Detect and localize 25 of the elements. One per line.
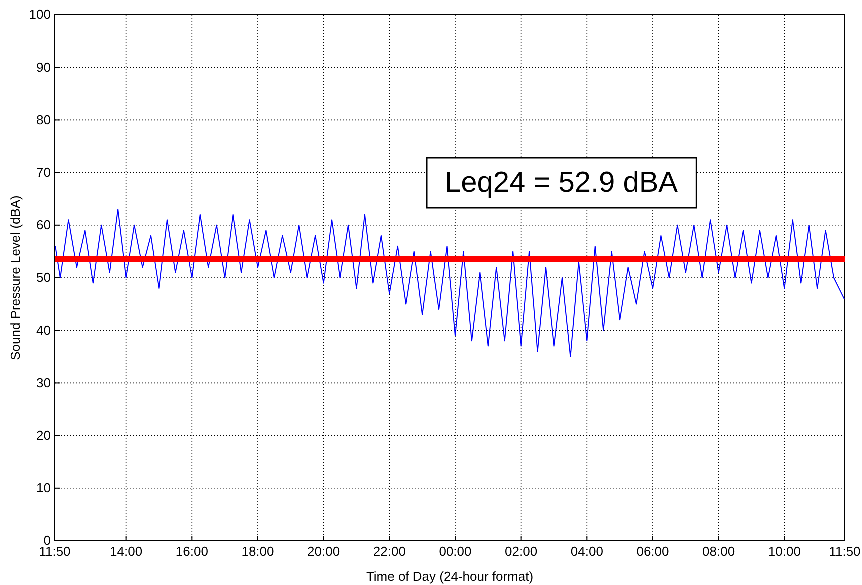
x-tick-label: 02:00 [505, 544, 538, 560]
annotation: Leq24 = 52.9 dBA [445, 167, 679, 199]
y-tick-label: 80 [36, 112, 51, 128]
y-tick-label: 10 [36, 480, 51, 496]
x-tick-label: 06:00 [636, 544, 670, 560]
y-tick-label: 40 [36, 322, 51, 338]
y-tick-label: 30 [36, 375, 51, 390]
y-tick-label: 100 [29, 7, 51, 22]
y-tick-label: 70 [36, 164, 51, 180]
x-tick-label: 10:00 [768, 544, 801, 560]
x-axis-title: Time of Day (24-hour format) [366, 569, 534, 584]
y-tick-label: 90 [36, 60, 51, 75]
x-tick-label: 00:00 [439, 544, 472, 560]
y-tick-label: 60 [36, 218, 51, 233]
x-tick-label: 11:50 [829, 544, 861, 560]
y-tick-label: 20 [36, 428, 51, 443]
x-tick-label: 04:00 [570, 544, 604, 560]
x-tick-label: 22:00 [373, 544, 406, 560]
x-tick-label: 16:00 [176, 544, 208, 560]
x-tick-label: 14:00 [110, 544, 143, 560]
y-tick-label: 50 [36, 270, 51, 286]
y-axis-title: Sound Pressure Level (dBA) [8, 196, 23, 360]
x-tick-label: 20:00 [308, 544, 340, 560]
x-tick-label: 08:00 [702, 544, 736, 560]
x-tick-label: 18:00 [242, 544, 274, 560]
